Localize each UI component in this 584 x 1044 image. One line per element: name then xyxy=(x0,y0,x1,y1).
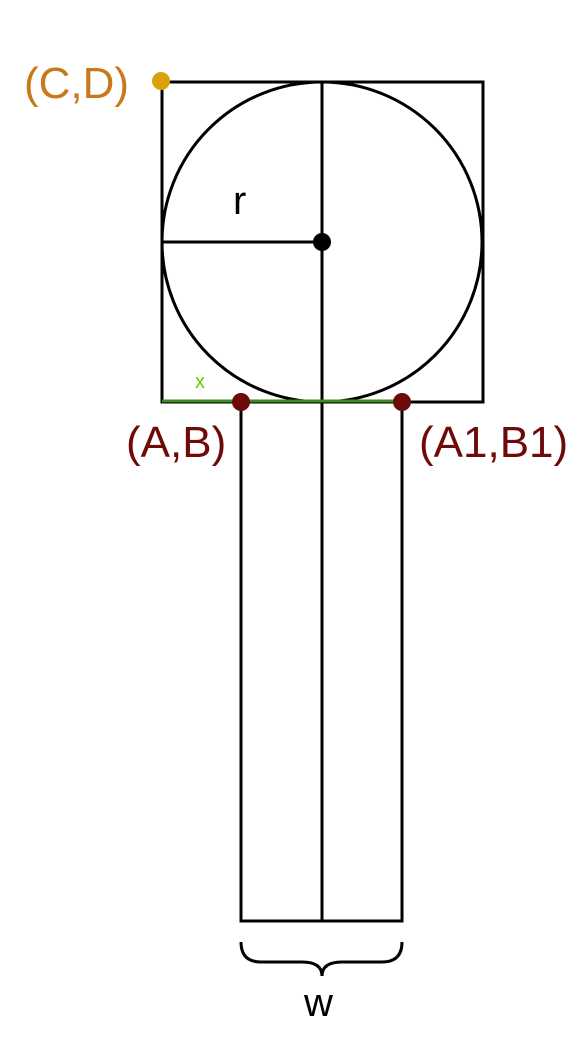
point-ab-label: (A,B) xyxy=(126,418,226,467)
center-point xyxy=(313,233,331,251)
offset-label: x xyxy=(195,371,205,393)
point-ab xyxy=(232,393,250,411)
corner-point-cd xyxy=(152,72,170,90)
width-brace xyxy=(239,941,404,977)
width-label: w xyxy=(303,981,333,1025)
point-a1b1-label: (A1,B1) xyxy=(419,418,568,467)
point-a1b1 xyxy=(393,393,411,411)
radius-label: r xyxy=(233,179,246,223)
corner-cd-label: (C,D) xyxy=(24,59,129,108)
